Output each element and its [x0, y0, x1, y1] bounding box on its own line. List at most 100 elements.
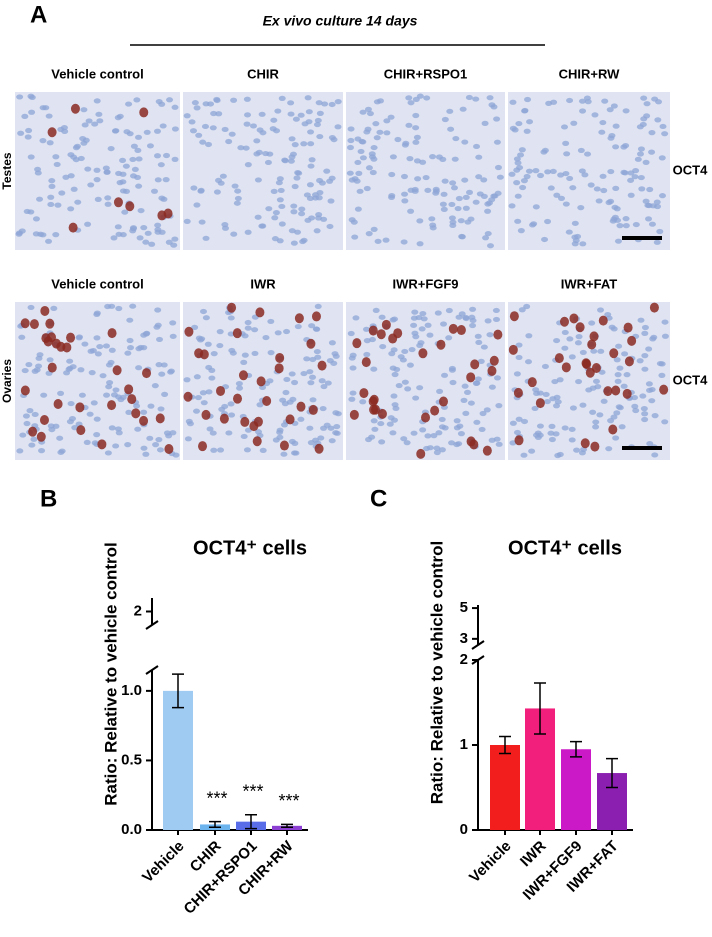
nucleus — [378, 314, 386, 320]
bar — [163, 690, 193, 830]
nucleus — [658, 372, 666, 378]
nucleus — [42, 105, 50, 111]
nucleus — [462, 314, 470, 321]
nucleus — [277, 187, 285, 194]
nucleus — [648, 398, 656, 404]
nucleus — [312, 437, 320, 443]
nucleus — [514, 160, 522, 166]
nucleus — [483, 407, 491, 413]
nucleus — [161, 391, 169, 397]
nucleus — [634, 156, 642, 162]
nucleus — [383, 130, 391, 136]
nucleus — [544, 218, 552, 225]
condition-label: CHIR+RW — [559, 66, 621, 81]
nucleus — [364, 106, 372, 112]
bar — [490, 745, 520, 830]
stained-nucleus — [513, 387, 523, 398]
stained-nucleus — [580, 438, 590, 449]
nucleus — [258, 223, 266, 229]
nucleus — [579, 349, 587, 356]
nucleus — [171, 156, 179, 162]
stained-nucleus — [279, 440, 289, 451]
nucleus — [290, 209, 298, 215]
nucleus — [119, 179, 127, 185]
nucleus — [622, 108, 630, 114]
nucleus — [373, 135, 381, 141]
nucleus — [278, 203, 286, 210]
nucleus — [21, 367, 29, 374]
nucleus — [355, 170, 363, 176]
nucleus — [448, 215, 456, 221]
nucleus — [378, 439, 386, 445]
nucleus — [496, 174, 504, 180]
nucleus — [578, 98, 586, 104]
nucleus — [289, 396, 297, 402]
nucleus — [140, 409, 148, 415]
stained-nucleus — [262, 396, 272, 407]
nucleus — [438, 424, 446, 430]
nucleus — [457, 218, 465, 224]
stained-nucleus — [253, 416, 263, 427]
nucleus — [155, 98, 163, 105]
nucleus — [154, 307, 162, 313]
nucleus — [481, 120, 489, 126]
nucleus — [244, 112, 252, 118]
nucleus — [648, 149, 656, 155]
condition-label: Vehicle control — [51, 66, 143, 81]
nucleus — [509, 99, 517, 105]
stained-nucleus — [509, 311, 519, 322]
nucleus — [347, 137, 355, 144]
nucleus — [328, 340, 336, 346]
nucleus — [346, 144, 354, 151]
nucleus — [315, 100, 323, 106]
nucleus — [30, 436, 38, 442]
nucleus — [291, 440, 299, 446]
nucleus — [473, 143, 481, 150]
nucleus — [494, 164, 502, 171]
nucleus — [267, 350, 275, 356]
nucleus — [106, 380, 114, 386]
nucleus — [334, 124, 342, 130]
stained-nucleus — [368, 325, 378, 336]
nucleus — [441, 178, 449, 184]
nucleus — [330, 360, 338, 366]
nucleus — [297, 112, 305, 118]
nucleus — [426, 445, 434, 451]
nucleus — [36, 352, 44, 358]
nucleus — [295, 170, 303, 176]
stained-nucleus — [232, 328, 242, 339]
nucleus — [210, 351, 218, 357]
nucleus — [613, 206, 621, 212]
stained-nucleus — [216, 385, 226, 396]
nucleus — [648, 221, 656, 227]
nucleus — [648, 386, 656, 393]
nucleus — [221, 225, 229, 231]
nucleus — [352, 315, 360, 321]
nucleus — [287, 100, 295, 106]
nucleus — [23, 420, 31, 427]
nucleus — [472, 380, 480, 386]
nucleus — [271, 215, 279, 221]
stained-nucleus — [66, 332, 76, 343]
stained-nucleus — [40, 305, 50, 316]
nucleus — [578, 450, 586, 456]
nucleus — [304, 217, 312, 223]
nucleus — [240, 433, 248, 440]
nucleus — [70, 154, 78, 160]
nucleus — [281, 157, 289, 163]
nucleus — [346, 170, 354, 176]
nucleus — [195, 335, 203, 341]
nucleus — [536, 423, 544, 429]
nucleus — [661, 333, 669, 339]
nucleus — [155, 362, 163, 368]
nucleus — [80, 140, 88, 146]
nucleus — [372, 121, 380, 127]
stained-nucleus — [377, 408, 387, 419]
nucleus — [334, 99, 342, 105]
nucleus — [163, 430, 171, 436]
nucleus — [449, 222, 457, 229]
nucleus — [592, 378, 600, 384]
nucleus — [656, 228, 664, 235]
nucleus — [574, 340, 582, 346]
nucleus — [283, 328, 291, 335]
